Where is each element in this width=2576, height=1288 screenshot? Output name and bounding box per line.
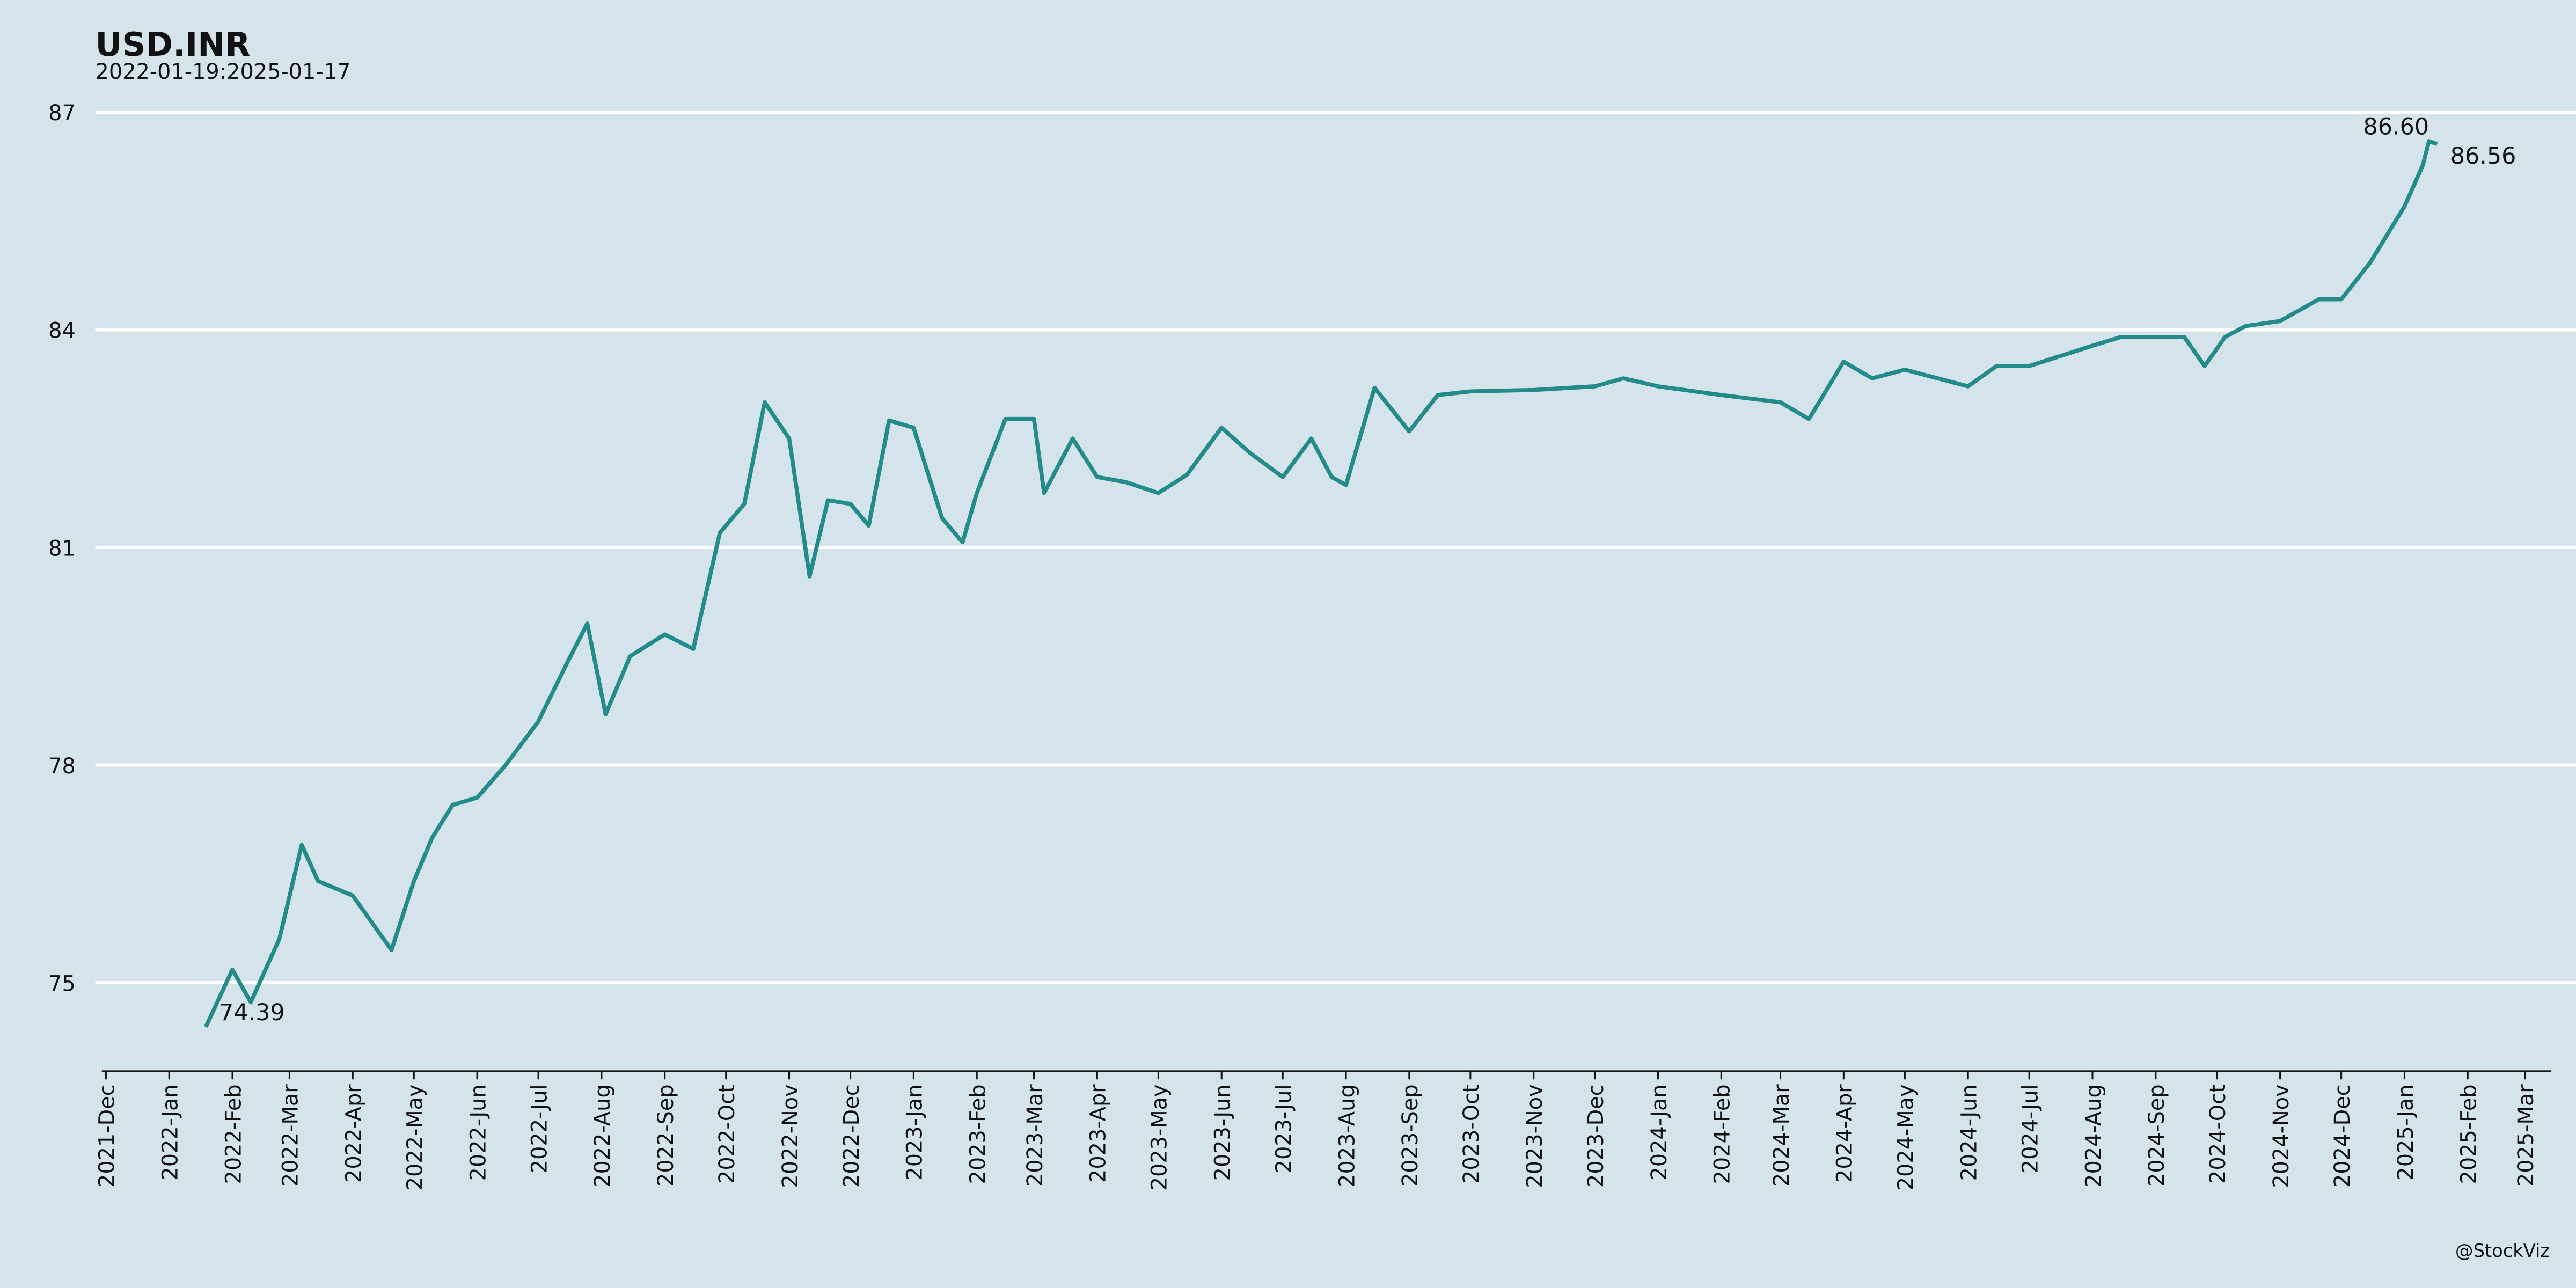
x-tick-label: 2023-Apr [1086, 1084, 1111, 1183]
x-tick-label: 2022-Aug [590, 1084, 615, 1187]
x-tick-label: 2024-Apr [1833, 1084, 1857, 1183]
x-tick-label: 2024-Mar [1769, 1084, 1794, 1187]
x-tick-label: 2022-Mar [279, 1084, 303, 1187]
y-tick-label: 81 [48, 536, 76, 561]
x-tick-label: 2024-May [1894, 1084, 1919, 1190]
y-tick-label: 78 [48, 754, 76, 779]
x-tick-label: 2023-Oct [1459, 1084, 1484, 1183]
annotation: 86.56 [2450, 143, 2516, 170]
x-tick-label: 2024-Jun [1957, 1084, 1981, 1181]
x-tick-label: 2024-Feb [1710, 1084, 1735, 1184]
annotation: 74.39 [219, 999, 285, 1026]
x-tick-label: 2024-Jul [2018, 1084, 2043, 1173]
x-tick-label: 2023-Nov [1523, 1084, 1547, 1188]
y-tick-label: 75 [48, 971, 76, 996]
x-tick-label: 2022-Oct [715, 1084, 740, 1183]
x-tick-label: 2024-Aug [2081, 1084, 2106, 1187]
x-tick-label: 2023-Feb [965, 1084, 990, 1184]
x-tick-label: 2023-Mar [1023, 1084, 1048, 1187]
x-tick-label: 2024-Oct [2206, 1084, 2230, 1183]
x-tick-label: 2024-Sep [2145, 1084, 2169, 1187]
x-tick-label: 2021-Dec [95, 1084, 120, 1188]
y-tick-label: 87 [48, 101, 76, 126]
x-tick-label: 2023-Aug [1335, 1084, 1359, 1187]
x-tick-label: 2022-May [403, 1084, 428, 1190]
x-tick-label: 2022-Nov [778, 1084, 803, 1188]
x-tick-label: 2023-Sep [1398, 1084, 1423, 1187]
x-tick-label: 2024-Jan [1647, 1084, 1672, 1180]
x-tick-label: 2022-Sep [654, 1084, 678, 1187]
x-tick-label: 2023-Jul [1272, 1084, 1297, 1173]
x-tick-label: 2023-Dec [1584, 1084, 1608, 1188]
x-tick-label: 2025-Mar [2514, 1084, 2538, 1187]
x-tick-label: 2022-Jun [466, 1084, 491, 1181]
x-tick-label: 2022-Apr [342, 1084, 367, 1183]
x-tick-label: 2024-Nov [2269, 1084, 2294, 1188]
x-tick-label: 2022-Feb [221, 1084, 246, 1184]
annotation: 86.60 [2363, 114, 2429, 141]
x-tick-label: 2023-Jun [1211, 1084, 1235, 1181]
x-tick-label: 2025-Jan [2394, 1084, 2418, 1180]
x-tick-label: 2022-Jul [527, 1084, 552, 1173]
x-tick-label: 2022-Dec [839, 1084, 864, 1188]
x-tick-label: 2023-May [1147, 1084, 1172, 1190]
chart-subtitle: 2022-01-19:2025-01-17 [96, 60, 351, 84]
caption: @StockViz [2455, 1240, 2550, 1261]
x-tick-label: 2022-Jan [158, 1084, 183, 1180]
series-line [204, 139, 2438, 1028]
y-tick-label: 84 [48, 319, 76, 343]
x-tick-label: 2025-Feb [2457, 1084, 2482, 1184]
x-tick-label: 2023-Jan [903, 1084, 927, 1180]
x-tick-label: 2024-Dec [2330, 1084, 2355, 1188]
chart-title: USD.INR [96, 26, 251, 64]
